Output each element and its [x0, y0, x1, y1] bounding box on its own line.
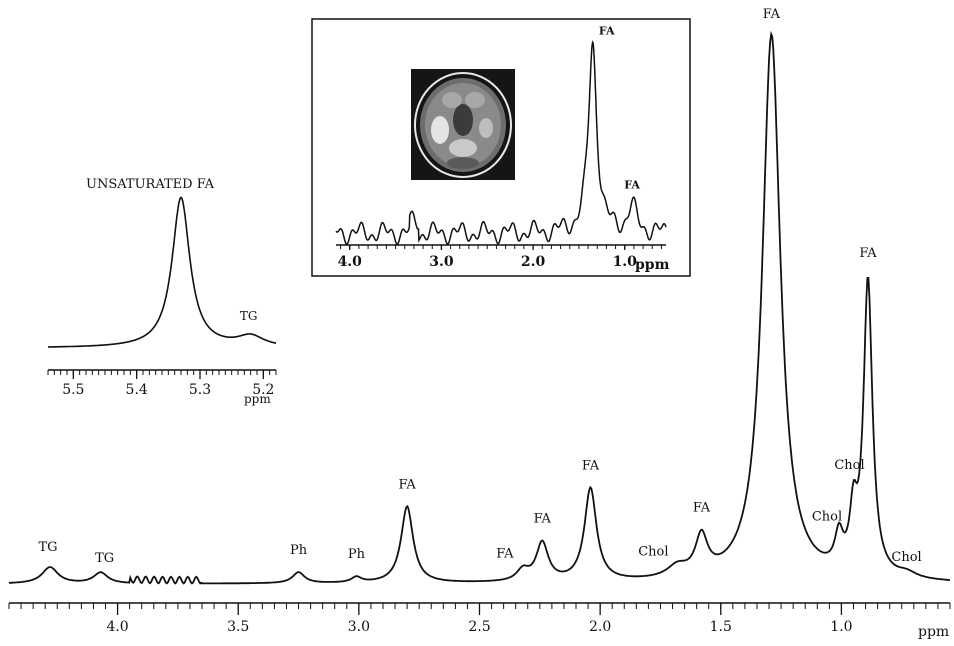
- peak-label: Ph: [290, 543, 308, 558]
- peak-label: Ph: [348, 547, 366, 562]
- x-tick-label: 3.5: [227, 619, 249, 635]
- x-tick-label: 1.0: [613, 254, 638, 270]
- x-tick-label: 2.5: [468, 619, 490, 635]
- inset-spectrum-line: [335, 40, 667, 246]
- inset-title: UNSATURATED FA: [86, 177, 215, 192]
- main-spectrum-line: [8, 30, 951, 585]
- inset-x-axis: 5.5 5.4 5.3 5.2: [47, 369, 277, 398]
- inset-x-axis: 4.0 3.0 2.0 1.0: [336, 244, 666, 270]
- peak-label: FA: [763, 7, 781, 22]
- peak-label: TG: [38, 540, 57, 555]
- x-tick-label: 5.5: [62, 382, 84, 398]
- inset-peak-labels: FA FA: [599, 24, 641, 191]
- x-tick-label: 1.5: [710, 619, 732, 635]
- x-tick-label: 5.2: [252, 382, 274, 398]
- x-tick-label: 4.0: [106, 619, 128, 635]
- x-tick-label: 4.0: [338, 254, 363, 270]
- brain-spectrum-inset: 4.0 3.0 2.0 1.0 FA FA ppm: [311, 18, 691, 277]
- peak-label: FA: [534, 511, 552, 526]
- peak-label: TG: [95, 551, 114, 566]
- peak-label: Chol: [638, 545, 668, 560]
- peak-label: FA: [496, 547, 514, 562]
- x-tick-label: 3.0: [348, 619, 370, 635]
- inset-x-axis-label: ppm: [244, 392, 271, 406]
- peak-label: Chol: [812, 510, 842, 525]
- inset-peak-labels: TG: [240, 309, 258, 323]
- x-tick-label: 2.0: [521, 254, 546, 270]
- peak-label: FA: [859, 246, 877, 261]
- inset-x-axis-label: ppm: [635, 257, 670, 273]
- x-tick-label: 3.0: [429, 254, 454, 270]
- peak-label: FA: [599, 24, 615, 37]
- peak-label: FA: [582, 458, 600, 473]
- peak-label: FA: [398, 477, 416, 492]
- x-tick-label: 1.0: [830, 619, 852, 635]
- unsaturated-fa-inset: UNSATURATED FA 5.5 5.4 5.3 5.2 TG ppm: [47, 177, 277, 406]
- x-tick-label: 5.3: [189, 382, 211, 398]
- peak-label: FA: [624, 178, 640, 191]
- peak-label: Chol: [891, 550, 921, 565]
- mri-brain-image: [411, 69, 515, 180]
- main-peak-labels: TG TG Ph Ph FA FA FA FA Chol FA FA Chol Chol FA Chol: [38, 7, 921, 566]
- peak-label: TG: [240, 309, 258, 323]
- x-tick-label: 2.0: [589, 619, 611, 635]
- peak-label: FA: [693, 501, 711, 516]
- peak-label: Chol: [834, 458, 864, 473]
- main-x-axis-label: ppm: [918, 624, 949, 640]
- x-tick-label: 5.4: [126, 382, 148, 398]
- main-x-axis: 4.0 3.5 3.0 2.5 2.0 1.5 1.0: [8, 602, 951, 635]
- inset-spectrum-line: [48, 196, 277, 348]
